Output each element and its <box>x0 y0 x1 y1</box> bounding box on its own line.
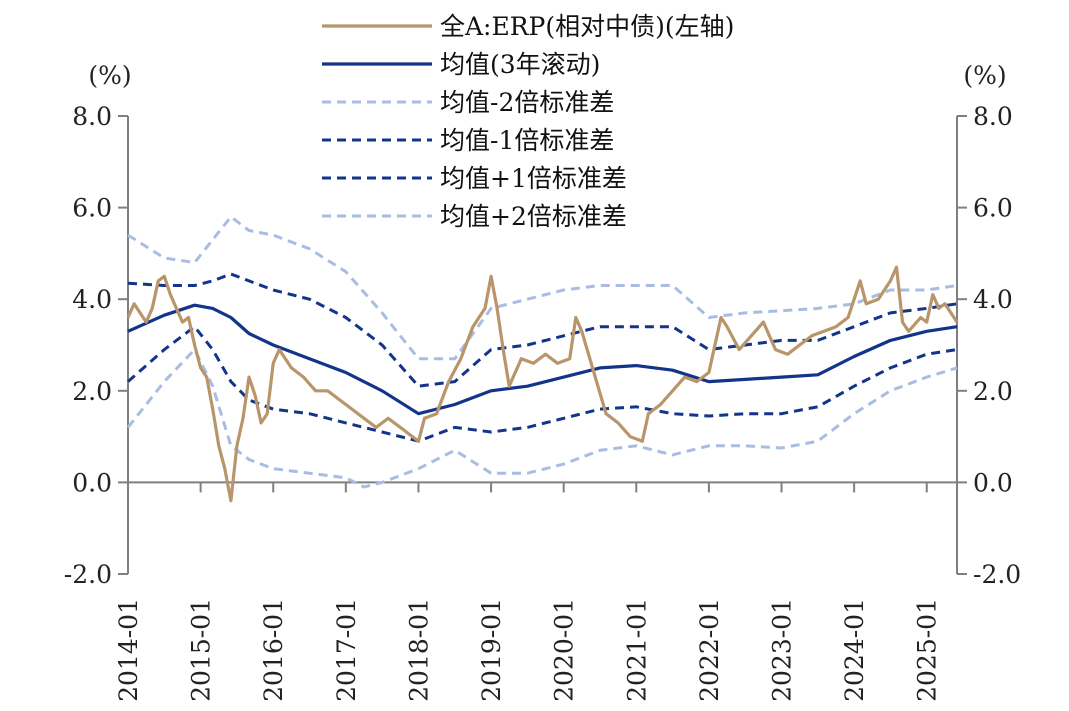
right-axis-unit: (%) <box>963 61 1006 90</box>
x-tick-label: 2025-01 <box>913 598 942 702</box>
x-tick-label: 2022-01 <box>695 598 724 702</box>
x-tick-label: 2016-01 <box>259 598 288 702</box>
left-y-tick-label: 8.0 <box>72 102 112 131</box>
left-y-tick-label: 4.0 <box>72 285 112 314</box>
legend-label-mean: 均值(3年滚动) <box>440 50 600 79</box>
series-line-minus2 <box>126 348 958 489</box>
x-tick-label: 2023-01 <box>768 598 797 702</box>
legend-label-plus1: 均值+1倍标准差 <box>440 164 627 193</box>
x-tick-label: 2024-01 <box>840 598 869 702</box>
legend: 全A:ERP(相对中债)(左轴) 均值(3年滚动) 均值-2倍标准差均值-1倍标准差… <box>322 12 734 231</box>
axes-layer: 8.0 8.06.0 6.04.0 4.02.0 2.00.0 0.0-2.0 -2.020… <box>64 102 1021 702</box>
series-line-plus1 <box>127 272 958 388</box>
left-y-tick-label: 2.0 <box>72 377 112 406</box>
right-y-tick-label: 0.0 <box>973 468 1013 497</box>
series-layer <box>126 215 959 503</box>
series-line-erp <box>126 265 959 503</box>
right-y-tick-label: -2.0 <box>973 560 1021 589</box>
legend-label-minus1: 均值-1倍标准差 <box>440 126 614 155</box>
legend-label-plus2: 均值+2倍标准差 <box>440 202 627 231</box>
left-y-tick-label: 6.0 <box>72 194 112 223</box>
right-y-tick-label: 2.0 <box>973 377 1013 406</box>
right-y-tick-label: 4.0 <box>973 285 1013 314</box>
x-tick-label: 2018-01 <box>404 598 433 702</box>
x-tick-label: 2020-01 <box>550 598 579 702</box>
right-y-tick-label: 6.0 <box>973 194 1013 223</box>
left-y-tick-label: -2.0 <box>64 560 112 589</box>
series-line-mean <box>127 303 958 416</box>
left-y-tick-label: 0.0 <box>72 468 112 497</box>
legend-label-erp: 全A:ERP(相对中债)(左轴) <box>440 12 734 41</box>
legend-label-minus2: 均值-2倍标准差 <box>440 88 614 117</box>
x-tick-label: 2021-01 <box>622 598 651 702</box>
x-tick-label: 2019-01 <box>477 598 506 702</box>
series-line-plus2 <box>127 215 958 361</box>
left-axis-unit: (%) <box>88 61 131 90</box>
series-line-minus1 <box>127 325 958 443</box>
x-tick-label: 2015-01 <box>187 598 216 702</box>
right-y-tick-label: 8.0 <box>973 102 1013 131</box>
x-tick-label: 2014-01 <box>114 598 143 702</box>
x-tick-label: 2017-01 <box>332 598 361 702</box>
